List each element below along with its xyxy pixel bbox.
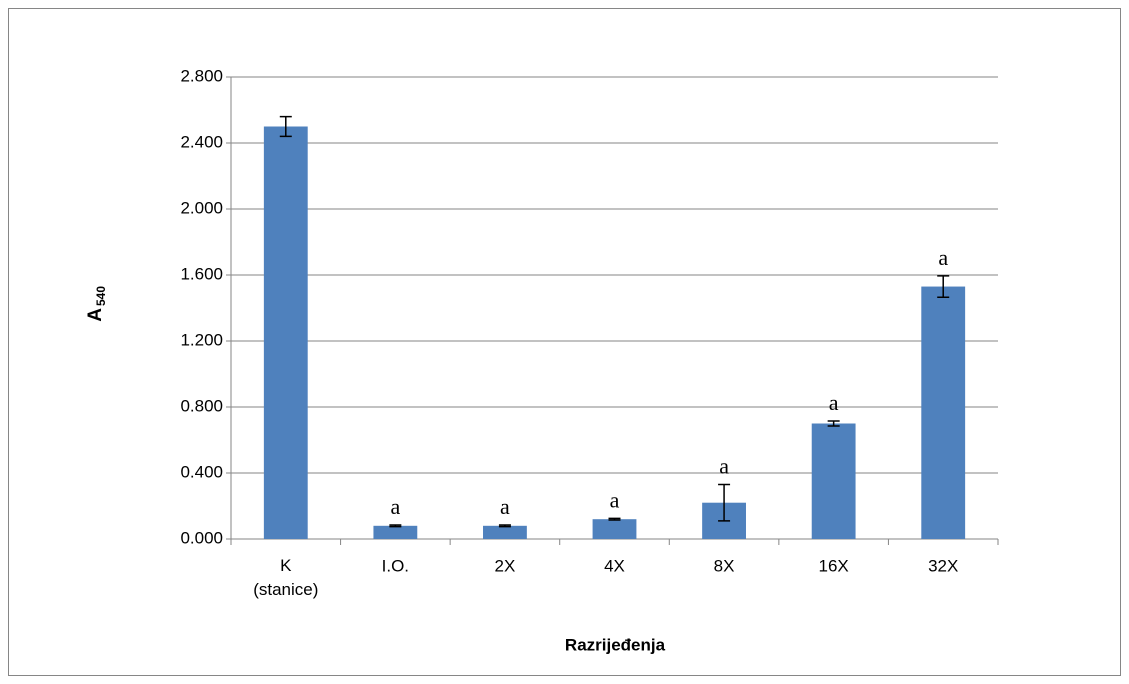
- x-tick-label: I.O.: [382, 556, 409, 575]
- y-tick-label: 2.800: [180, 66, 223, 85]
- bar: [373, 525, 418, 539]
- error-bar: [827, 420, 840, 427]
- x-tick-label: K (stanice): [253, 556, 318, 599]
- annotation: a: [610, 487, 620, 512]
- bar: [592, 519, 637, 539]
- y-axis-label-sub: 540: [94, 286, 108, 306]
- y-axis-label-main: A: [85, 308, 106, 322]
- annotation: a: [719, 454, 729, 479]
- y-tick-label: 0.400: [180, 462, 223, 481]
- annotation: a: [500, 494, 510, 519]
- y-tick-label: 1.200: [180, 330, 223, 349]
- annotation: a: [829, 390, 839, 415]
- annotation: a: [390, 494, 400, 519]
- x-tick-label: 16X: [819, 556, 849, 575]
- error-bar: [279, 115, 292, 138]
- x-tick-label: 32X: [928, 556, 958, 575]
- y-tick-label: 0.800: [180, 396, 223, 415]
- bar: [811, 423, 856, 539]
- y-axis-label: A 540: [85, 286, 108, 322]
- error-bar: [389, 524, 402, 528]
- y-tick-label: 2.400: [180, 132, 223, 151]
- y-tick-label: 1.600: [180, 264, 223, 283]
- x-tick-label: 2X: [495, 556, 516, 575]
- error-bar: [608, 517, 621, 521]
- bar: [483, 525, 527, 539]
- error-bar: [498, 524, 511, 528]
- bar: [921, 286, 966, 539]
- x-tick-label: 4X: [604, 556, 625, 575]
- annotation: a: [938, 245, 948, 270]
- x-axis-label: Razrijeđenja: [565, 635, 666, 654]
- error-bar: [718, 483, 731, 522]
- x-tick-label: 8X: [714, 556, 735, 575]
- error-bar: [937, 275, 950, 299]
- bar: [263, 126, 308, 539]
- y-tick-label: 2.000: [180, 198, 223, 217]
- y-tick-label: 0.000: [180, 528, 223, 547]
